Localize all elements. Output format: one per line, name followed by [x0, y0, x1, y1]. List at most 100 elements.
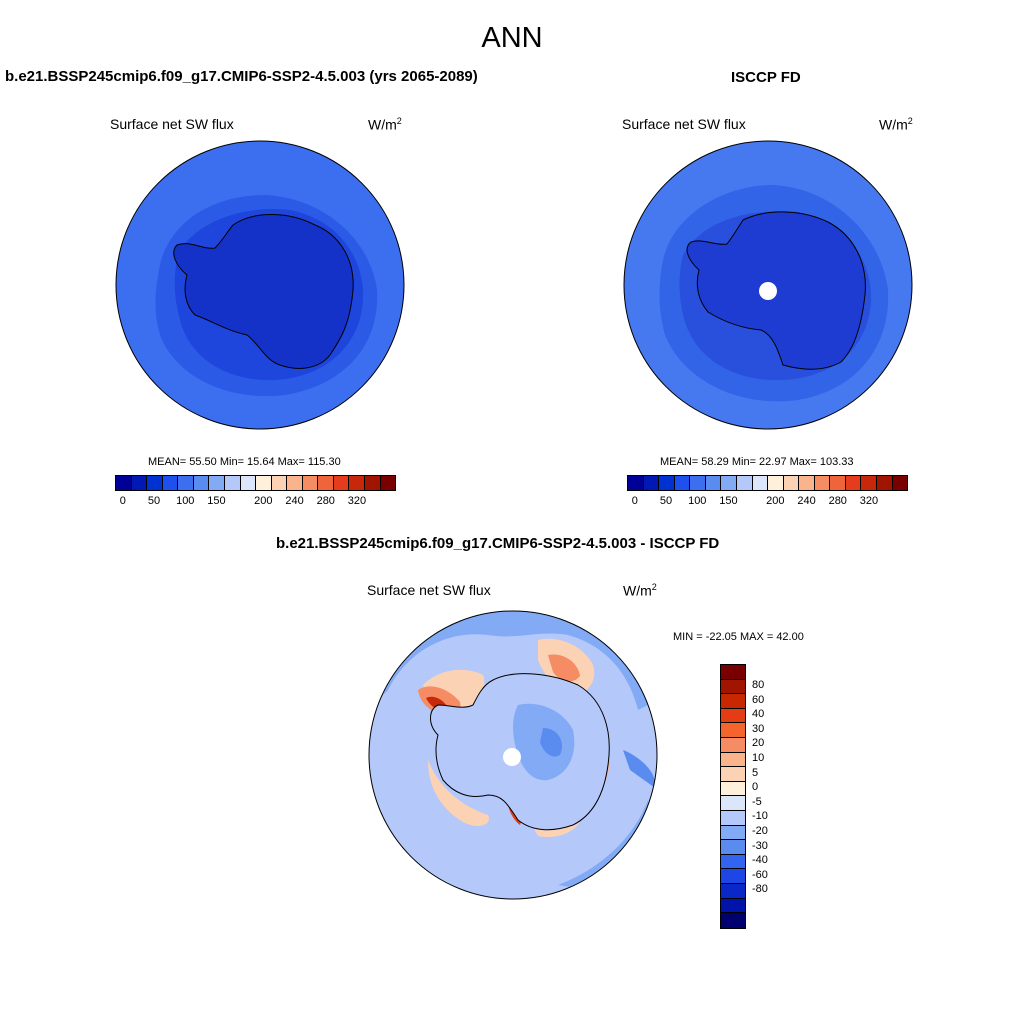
- colorbar-swatch: [799, 476, 815, 490]
- colorbar-tick-label: 0: [631, 495, 638, 507]
- colorbar-tick-label: -30: [752, 839, 768, 852]
- colorbar-swatch: [287, 476, 303, 490]
- colorbar-tick-label: -80: [752, 883, 768, 896]
- colorbar-tick-label: 30: [752, 722, 765, 735]
- colorbar-swatch: [721, 810, 745, 826]
- figure-title: ANN: [481, 22, 543, 54]
- colorbar-swatch: [116, 476, 132, 490]
- colorbar-tick-label: 10: [752, 751, 765, 764]
- colorbar-swatch: [721, 781, 745, 797]
- colorbar-tick-label: 320: [859, 495, 879, 507]
- colorbar-tick-label: 320: [347, 495, 367, 507]
- colorbar-swatch: [365, 476, 381, 490]
- colorbar-tick-label: 50: [659, 495, 673, 507]
- colorbar-swatch: [721, 708, 745, 724]
- colorbar-swatch: [721, 665, 745, 680]
- colorbar-swatch: [768, 476, 784, 490]
- colorbar-swatch: [162, 476, 179, 490]
- obs-colorbar-ticks: 0 50 100 150 200 240 280 320: [627, 491, 908, 507]
- colorbar-tick-label: 5: [752, 766, 759, 779]
- colorbar-swatch: [861, 476, 877, 490]
- obs-colorbar-swatches: [627, 475, 908, 491]
- colorbar-swatch: [380, 476, 396, 490]
- model-stats: MEAN= 55.50 Min= 15.64 Max= 115.30: [148, 456, 341, 468]
- diff-panel-header: b.e21.BSSP245cmip6.f09_g17.CMIP6-SSP2-4.…: [276, 535, 720, 552]
- model-colorbar: 0 50 100 150 200 240 280 320: [115, 475, 396, 507]
- colorbar-swatch: [131, 476, 148, 490]
- obs-variable-label: Surface net SW flux: [622, 116, 746, 132]
- colorbar-swatch: [845, 476, 862, 490]
- colorbar-swatch: [892, 476, 908, 490]
- colorbar-swatch: [209, 476, 225, 490]
- colorbar-swatch: [333, 476, 350, 490]
- colorbar-swatch: [721, 796, 745, 811]
- colorbar-swatch: [721, 913, 745, 928]
- colorbar-swatch: [721, 476, 737, 490]
- colorbar-swatch: [318, 476, 334, 490]
- model-colorbar-swatches: [115, 475, 396, 491]
- colorbar-swatch: [721, 752, 745, 768]
- model-colorbar-ticks: 0 50 100 150 200 240 280 320: [115, 491, 396, 507]
- model-variable-label: Surface net SW flux: [110, 116, 234, 132]
- colorbar-tick-label: -40: [752, 854, 768, 867]
- colorbar-tick-label: 100: [176, 495, 195, 507]
- model-units-label: W/m2: [368, 116, 402, 133]
- colorbar-swatch: [736, 476, 753, 490]
- colorbar-swatch: [240, 476, 257, 490]
- colorbar-tick-label: 0: [119, 495, 126, 507]
- colorbar-swatch: [721, 694, 745, 709]
- colorbar-swatch: [659, 476, 675, 490]
- diff-colorbar: [720, 664, 746, 929]
- colorbar-tick-label: 240: [797, 495, 816, 507]
- colorbar-tick-label: 200: [254, 495, 273, 507]
- colorbar-swatch: [721, 898, 745, 914]
- colorbar-tick-label: 50: [147, 495, 161, 507]
- colorbar-swatch: [830, 476, 846, 490]
- diff-polar-map: [368, 610, 658, 900]
- model-panel-header: b.e21.BSSP245cmip6.f09_g17.CMIP6-SSP2-4.…: [5, 68, 478, 85]
- colorbar-swatch: [721, 679, 745, 695]
- colorbar-tick-label: 20: [752, 737, 765, 750]
- diff-variable-label: Surface net SW flux: [367, 582, 491, 598]
- obs-units-label: W/m2: [879, 116, 913, 133]
- colorbar-tick-label: 200: [766, 495, 785, 507]
- colorbar-swatch: [643, 476, 660, 490]
- colorbar-tick-label: 280: [316, 495, 335, 507]
- colorbar-swatch: [705, 476, 722, 490]
- colorbar-tick-label: 240: [285, 495, 304, 507]
- colorbar-swatch: [783, 476, 800, 490]
- obs-polar-map: [623, 140, 913, 430]
- colorbar-swatch: [721, 854, 745, 870]
- colorbar-swatch: [147, 476, 163, 490]
- colorbar-swatch: [224, 476, 241, 490]
- diff-colorbar-labels: 80 60 40 30 20 10 5 0 -5 -10 -20 -30 -40 -60 -80: [752, 664, 792, 904]
- colorbar-swatch: [752, 476, 769, 490]
- colorbar-swatch: [721, 737, 745, 753]
- colorbar-swatch: [349, 476, 365, 490]
- diff-colorbar-swatches: [720, 664, 746, 929]
- colorbar-swatch: [271, 476, 288, 490]
- colorbar-swatch: [814, 476, 831, 490]
- colorbar-tick-label: -5: [752, 795, 762, 808]
- colorbar-tick-label: 280: [828, 495, 847, 507]
- colorbar-tick-label: -20: [752, 824, 768, 837]
- colorbar-swatch: [721, 825, 745, 841]
- colorbar-tick-label: 150: [719, 495, 738, 507]
- colorbar-tick-label: 0: [752, 781, 759, 794]
- colorbar-tick-label: -60: [752, 868, 768, 881]
- colorbar-swatch: [193, 476, 210, 490]
- colorbar-tick-label: 80: [752, 678, 765, 691]
- colorbar-swatch: [721, 723, 745, 738]
- colorbar-tick-label: 40: [752, 708, 765, 721]
- obs-colorbar: 0 50 100 150 200 240 280 320: [627, 475, 908, 507]
- colorbar-swatch: [877, 476, 893, 490]
- colorbar-tick-label: -10: [752, 810, 768, 823]
- colorbar-swatch: [674, 476, 691, 490]
- colorbar-swatch: [721, 840, 745, 855]
- colorbar-tick-label: 100: [688, 495, 707, 507]
- colorbar-swatch: [721, 767, 745, 782]
- obs-stats: MEAN= 58.29 Min= 22.97 Max= 103.33: [660, 456, 854, 468]
- colorbar-swatch: [628, 476, 644, 490]
- colorbar-swatch: [302, 476, 319, 490]
- colorbar-swatch: [256, 476, 272, 490]
